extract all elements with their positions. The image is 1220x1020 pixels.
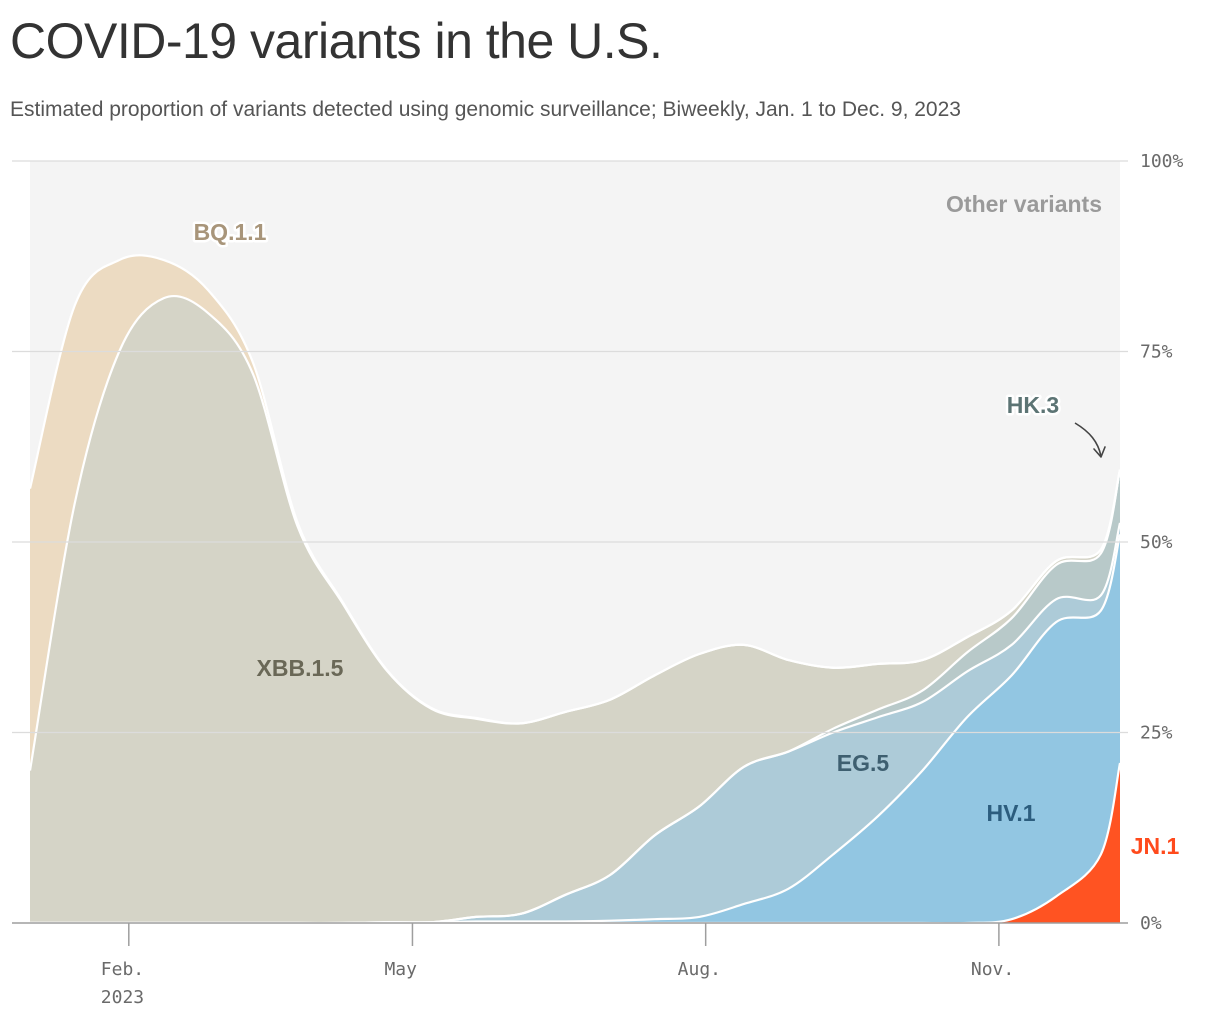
- area-other-variants: [30, 160, 1120, 724]
- label-hk-3: HK.3: [1007, 392, 1059, 418]
- x-axis: Feb. 2023 May Aug. Nov.: [101, 923, 1014, 1008]
- label-jn-1: JN.1: [1131, 833, 1180, 859]
- area-bq-1-1: [30, 255, 1120, 771]
- y-tick-label: 100%: [1140, 151, 1184, 172]
- area-eg-5: [30, 522, 1120, 924]
- gridlines: [12, 160, 1128, 924]
- stacked-area-chart: 0% 25% 50% 75% 100% Feb. 2023 May Aug. Nov. JN.1…: [12, 151, 1184, 1008]
- y-tick-label: 75%: [1140, 342, 1173, 363]
- hk3-arrow-line: [1074, 422, 1102, 457]
- chart-title: COVID-19 variants in the U.S.: [10, 13, 663, 69]
- label-other-variants: Other variants: [946, 191, 1102, 217]
- x-tick-sublabel: 2023: [101, 987, 144, 1008]
- x-tick-label: Nov.: [971, 959, 1014, 980]
- x-tick-label: Aug.: [678, 959, 721, 980]
- hk3-arrow-head: [1093, 446, 1106, 458]
- annotations: [1074, 422, 1106, 458]
- series-labels: JN.1 HV.1 EG.5 HK.3 XBB.1.5 BQ.1.1 Other varia…: [191, 191, 1180, 859]
- label-xbb-1-5: XBB.1.5: [257, 655, 344, 681]
- area-hv-1: [30, 534, 1120, 924]
- label-eg-5: EG.5: [837, 750, 890, 776]
- x-tick-label: May: [384, 959, 417, 980]
- boundary-bq-1-1: [28, 254, 1122, 725]
- y-tick-label: 50%: [1140, 532, 1173, 553]
- area-xbb-1-5: [30, 296, 1120, 924]
- y-axis: 0% 25% 50% 75% 100%: [1140, 151, 1184, 934]
- series-areas: [28, 160, 1122, 925]
- y-tick-label: 25%: [1140, 723, 1173, 744]
- x-tick-label: Feb.: [101, 959, 144, 980]
- label-bq-1-1: BQ.1.1: [194, 219, 267, 245]
- label-hv-1: HV.1: [986, 800, 1035, 826]
- y-tick-label: 0%: [1140, 913, 1162, 934]
- chart-subtitle: Estimated proportion of variants detecte…: [10, 98, 961, 121]
